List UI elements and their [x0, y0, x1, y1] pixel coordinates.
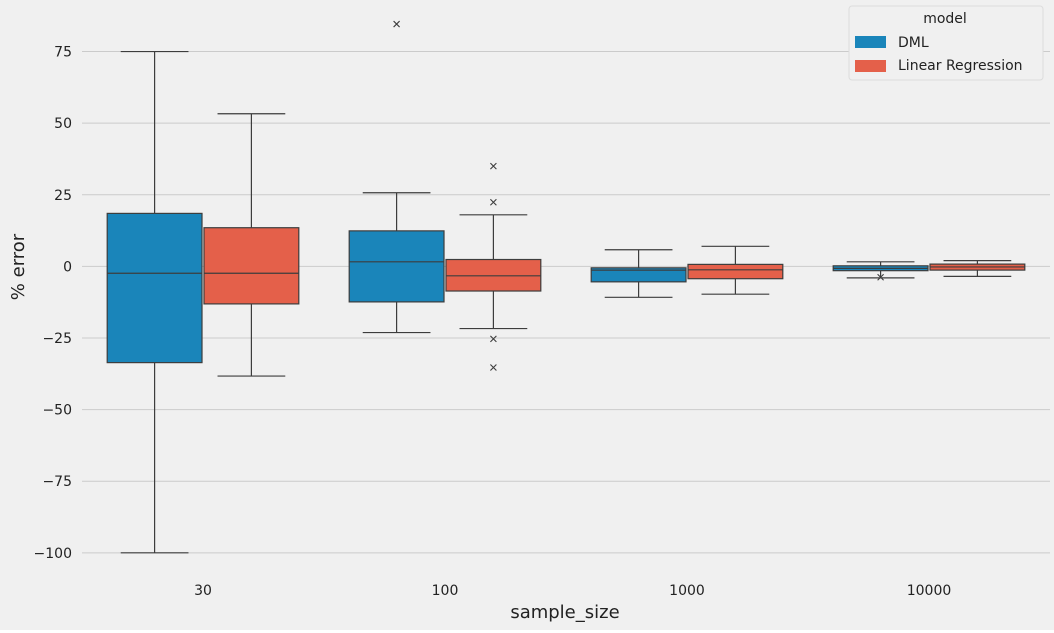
legend-title: model: [923, 11, 967, 27]
y-tick-labels: 75 50 25 0 −25 −50 −75 −100: [34, 45, 72, 562]
x-axis-label: sample_size: [510, 602, 619, 623]
y-tick-label: −100: [34, 546, 72, 562]
legend-frame: [848, 5, 1044, 81]
outlier-point: [393, 20, 400, 28]
legend-label-dml: DML: [898, 35, 929, 51]
legend-label-linear-regression: Linear Regression: [898, 58, 1023, 74]
y-tick-label: −75: [42, 474, 72, 490]
y-tick-label: −50: [42, 403, 72, 419]
outlier-point: [490, 198, 497, 206]
box: [106, 212, 203, 364]
x-tick-label: 1000: [669, 583, 705, 599]
outlier-point: [490, 364, 497, 371]
outlier-point: [490, 335, 497, 343]
x-tick-label: 100: [432, 583, 459, 599]
outlier-point: [877, 273, 884, 281]
y-axis-label: % error: [8, 233, 29, 300]
x-tick-labels: 30 100 1000 10000: [194, 583, 951, 599]
legend-swatch-dml: [855, 36, 886, 48]
y-tick-label: 0: [63, 259, 72, 275]
y-tick-label: 75: [54, 45, 72, 61]
outlier-point: [490, 162, 497, 170]
box: [590, 267, 687, 283]
y-tick-label: −25: [42, 331, 72, 347]
y-tick-label: 25: [54, 188, 72, 204]
box: [348, 230, 445, 303]
legend: model DML Linear Regression: [848, 5, 1044, 81]
box: [203, 227, 300, 305]
x-tick-label: 30: [194, 583, 212, 599]
y-tick-label: 50: [54, 116, 72, 132]
legend-swatch-linear-regression: [855, 60, 886, 72]
x-tick-label: 10000: [907, 583, 952, 599]
boxes: [106, 20, 1026, 554]
box: [687, 263, 784, 280]
